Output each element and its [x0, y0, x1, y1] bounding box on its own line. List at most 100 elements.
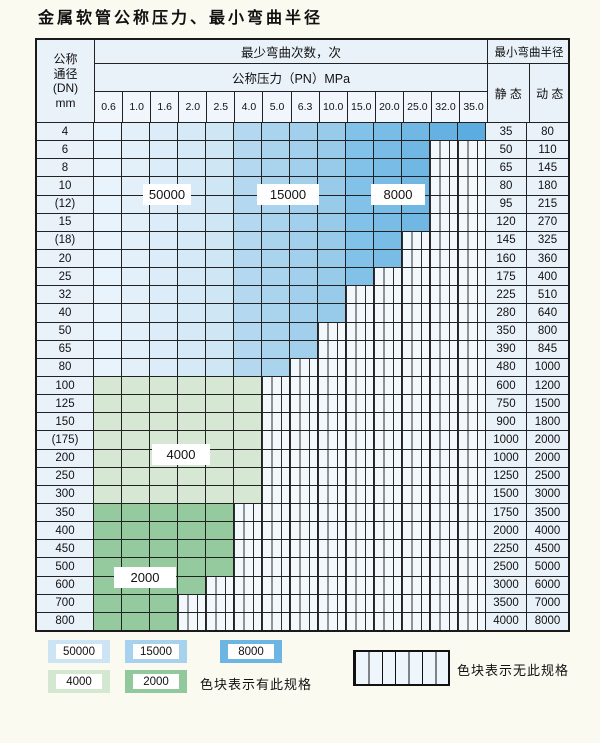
static-radius-cell: 50: [486, 141, 527, 159]
cycle-cell: [458, 431, 486, 449]
cycle-cell: [346, 123, 374, 141]
cycle-cell: [374, 304, 402, 322]
legend-swatch-value: 2000: [133, 674, 179, 689]
cycle-cell: [402, 467, 430, 485]
cycle-cell: [94, 177, 122, 195]
cycle-cell: [150, 340, 178, 358]
static-radius-cell: 3500: [486, 594, 527, 612]
cycle-cell: [122, 286, 150, 304]
legend-unavailable-label: 色块表示无此规格: [457, 663, 570, 678]
cycle-cell: [346, 177, 374, 195]
cycle-cell: [290, 286, 318, 304]
cycle-cell: [402, 159, 430, 177]
cycle-cell: [234, 249, 262, 268]
table-row: 450 2250 4500: [37, 540, 568, 559]
dn-header-line: mm: [55, 95, 76, 110]
cycle-cell: [206, 177, 234, 195]
cycle-cell: [402, 141, 430, 159]
cycle-cell: [234, 485, 262, 503]
dynamic-radius-cell: 3500: [527, 503, 568, 522]
cycle-cell: [94, 195, 122, 213]
dynamic-radius-cell: 2000: [527, 449, 568, 467]
cycle-cell: [346, 413, 374, 431]
dn-header-line: (DN): [52, 81, 79, 95]
cycle-cell: [458, 558, 486, 576]
cycle-cell: [150, 231, 178, 249]
table-row: 800 4000 8000: [37, 612, 568, 630]
cycle-cell: [430, 576, 458, 594]
dn-cell: 450: [37, 540, 94, 558]
cycle-cell: [290, 503, 318, 522]
static-radius-cell: 4000: [486, 612, 527, 630]
cycle-cell: [262, 376, 290, 395]
cycle-cell: [94, 249, 122, 268]
cycle-cell: [458, 467, 486, 485]
cycle-cell: [206, 503, 234, 522]
cycle-cell: [458, 449, 486, 467]
cycle-cell: [430, 286, 458, 304]
cycle-cell: [346, 612, 374, 630]
cycle-cell: [150, 213, 178, 231]
cycle-cell: [430, 231, 458, 249]
cycle-cell: [318, 231, 346, 249]
dynamic-radius-cell: 1000: [527, 358, 568, 376]
static-radius-cell: 480: [486, 358, 527, 376]
cycle-cell: [178, 467, 206, 485]
cycle-cell: [262, 395, 290, 413]
cycle-cell: [402, 558, 430, 576]
table-row: 6 50 110: [37, 141, 568, 160]
legend-swatch-value: 15000: [133, 644, 179, 659]
cycle-cell: [374, 123, 402, 141]
static-radius-cell: 1750: [486, 503, 527, 522]
legend-swatch-value: 50000: [56, 644, 102, 659]
dynamic-radius-cell: 110: [527, 141, 568, 159]
cycle-cell: [150, 413, 178, 431]
cycle-cell: [94, 141, 122, 159]
dn-cell: 100: [37, 376, 94, 395]
dn-cell: 15: [37, 213, 94, 231]
cycle-cell: [458, 195, 486, 213]
static-radius-cell: 2250: [486, 540, 527, 558]
cycle-cell: [234, 159, 262, 177]
cycle-cell: [94, 213, 122, 231]
dynamic-radius-cell: 180: [527, 177, 568, 195]
cycle-cell: [122, 376, 150, 395]
cycle-cell: [178, 594, 206, 612]
cycle-cell: [178, 249, 206, 268]
cycle-cell: [122, 159, 150, 177]
cycle-cell: [458, 503, 486, 522]
cycle-cell: [178, 159, 206, 177]
cycle-cell: [346, 249, 374, 268]
cycle-cell: [150, 304, 178, 322]
cycle-cell: [318, 467, 346, 485]
cycle-cell: [262, 123, 290, 141]
dynamic-radius-cell: 5000: [527, 558, 568, 576]
static-radius-cell: 120: [486, 213, 527, 231]
table-row: 200 1000 2000: [37, 449, 568, 468]
dn-cell: 80: [37, 358, 94, 376]
cycle-cell: [290, 249, 318, 268]
dn-cell: 800: [37, 612, 94, 630]
cycle-cell: [290, 340, 318, 358]
cycle-cell: [346, 358, 374, 376]
cycle-cell: [374, 431, 402, 449]
cycle-cell: [402, 485, 430, 503]
cycle-cell: [178, 141, 206, 159]
cycle-cell: [150, 612, 178, 630]
cycle-cell: [458, 340, 486, 358]
static-radius-cell: 350: [486, 322, 527, 340]
dynamic-radius-cell: 2000: [527, 431, 568, 449]
cycle-cell: [290, 358, 318, 376]
zone-count-label: 4000: [152, 444, 210, 465]
cycle-cell: [206, 141, 234, 159]
cycle-cell: [234, 449, 262, 467]
cycle-cell: [318, 304, 346, 322]
pressure-column-header: 35.0: [460, 92, 488, 122]
cycle-cell: [346, 594, 374, 612]
dn-cell: 20: [37, 249, 94, 268]
cycle-cell: [150, 141, 178, 159]
dn-cell: (18): [37, 231, 94, 249]
cycle-cell: [374, 268, 402, 286]
table-row: 40 280 640: [37, 304, 568, 323]
cycle-cell: [234, 322, 262, 340]
